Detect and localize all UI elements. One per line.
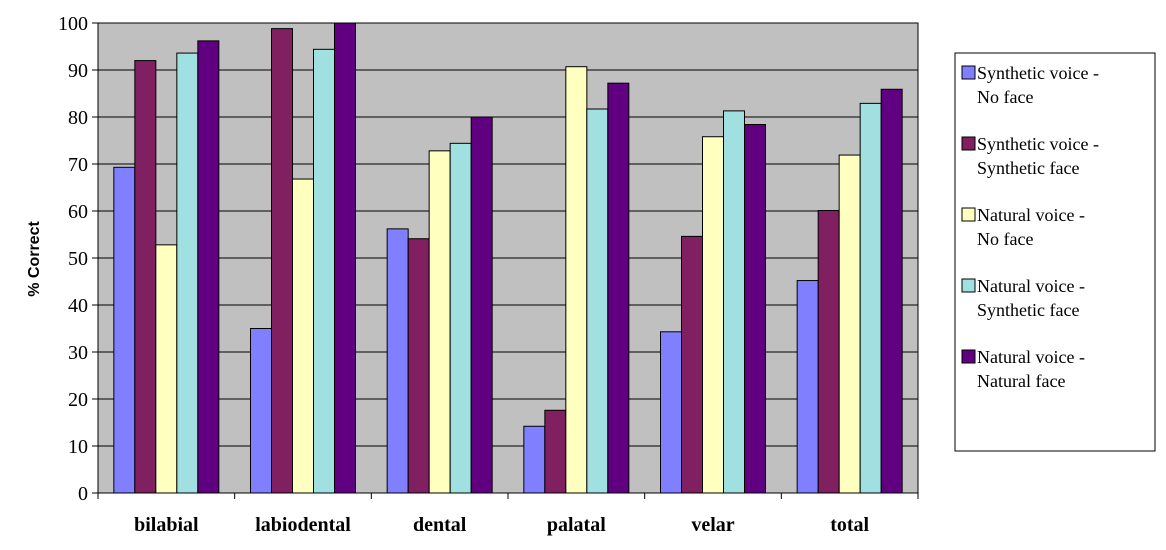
y-tick-label: 70	[68, 154, 88, 176]
y-tick-label: 10	[68, 436, 88, 458]
bar	[544, 409, 567, 494]
y-axis-label: % Correct	[26, 221, 43, 297]
bar	[313, 48, 335, 494]
legend-label: Natural voice -	[977, 205, 1085, 225]
bar	[197, 40, 220, 494]
x-category-label: bilabial	[134, 514, 199, 536]
bar	[134, 60, 157, 494]
y-tick-label: 50	[68, 248, 88, 270]
y-tick-label: 0	[78, 483, 88, 505]
y-tick-label: 60	[68, 201, 88, 223]
bar	[155, 244, 178, 494]
y-tick-label: 30	[68, 342, 88, 364]
legend-swatch	[961, 349, 976, 364]
legend-swatch	[961, 278, 976, 293]
legend-swatch	[961, 136, 976, 151]
bar	[838, 154, 861, 494]
bar	[796, 280, 819, 494]
y-tick-label: 90	[68, 60, 88, 82]
bar	[660, 331, 682, 494]
x-category-label: labiodental	[255, 514, 351, 536]
legend-swatch	[961, 65, 976, 80]
x-category-label: total	[830, 514, 869, 536]
y-tick-label: 40	[68, 295, 88, 317]
legend-label: Synthetic face	[977, 300, 1079, 320]
bar	[271, 28, 293, 494]
legend-label: No face	[977, 229, 1033, 249]
x-category-label: velar	[691, 514, 734, 536]
bar	[586, 108, 609, 494]
bar	[565, 66, 588, 494]
bar	[470, 116, 493, 494]
bar	[292, 178, 314, 494]
x-category-label: dental	[413, 514, 467, 536]
bar	[723, 110, 745, 494]
legend-label: No face	[977, 87, 1033, 107]
bar	[428, 150, 451, 494]
y-tick-label: 80	[68, 107, 88, 129]
legend-label: Synthetic voice -	[977, 63, 1099, 83]
legend-label: Synthetic voice -	[977, 134, 1099, 154]
bar	[523, 425, 546, 494]
bar	[176, 52, 199, 494]
bar	[607, 82, 630, 494]
legend-box	[954, 52, 1156, 452]
bar	[386, 228, 409, 494]
legend-label: Natural voice -	[977, 276, 1085, 296]
legend-label: Natural voice -	[977, 347, 1085, 367]
y-tick-label: 20	[68, 389, 88, 411]
bar	[113, 166, 136, 494]
x-category-label: palatal	[547, 514, 606, 536]
bar	[859, 102, 882, 494]
bar	[681, 235, 703, 494]
legend-label: Synthetic face	[977, 158, 1079, 178]
bar	[334, 22, 356, 494]
bar	[449, 142, 472, 494]
y-tick-label: 100	[58, 13, 88, 35]
bar	[817, 210, 840, 494]
bar	[880, 88, 903, 494]
bar	[744, 124, 766, 494]
bar	[702, 136, 724, 494]
legend-swatch	[961, 207, 976, 222]
bar	[407, 238, 430, 494]
bar	[250, 328, 272, 494]
legend-label: Natural face	[977, 371, 1065, 391]
